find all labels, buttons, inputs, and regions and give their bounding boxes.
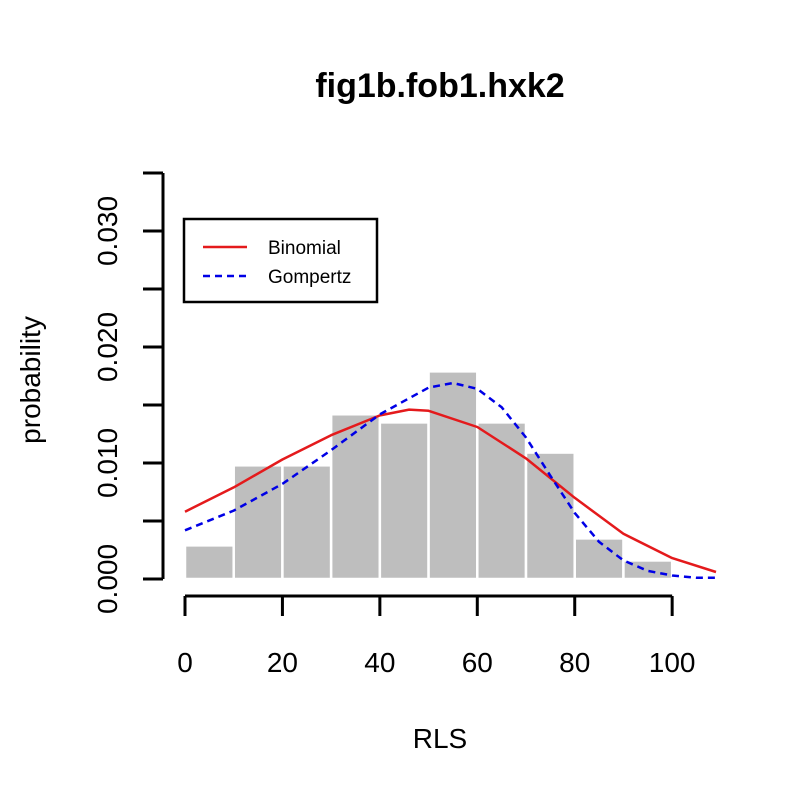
x-axis: 0 20 40 60 80 100 (177, 594, 696, 678)
histogram-bar (427, 370, 479, 581)
histogram-bar (329, 413, 382, 581)
x-tick-label: 40 (364, 647, 395, 678)
histogram-bar (476, 421, 528, 581)
chart-title: fig1b.fob1.hxk2 (315, 67, 564, 105)
y-tick-label: 0.010 (92, 428, 123, 498)
fit-curves (184, 381, 717, 580)
legend-label-binomial: Binomial (268, 238, 341, 259)
x-tick-label: 0 (177, 647, 193, 678)
y-tick-label: 0.030 (92, 196, 123, 266)
x-tick-label: 20 (267, 647, 298, 678)
legend: Binomial Gompertz (182, 217, 379, 304)
y-axis: 0.000 0.010 0.020 0.030 (92, 171, 165, 614)
legend-label-gompertz: Gompertz (268, 267, 351, 288)
histogram-bar (232, 464, 284, 581)
histogram-bar (573, 537, 625, 581)
x-tick-label: 60 (462, 647, 493, 678)
x-axis-label: RLS (413, 723, 467, 754)
x-tick-label: 80 (559, 647, 590, 678)
histogram-bars (183, 370, 674, 581)
histogram-bar (378, 421, 430, 581)
histogram-bar (524, 451, 576, 581)
curve-binomial (184, 408, 717, 574)
histogram-bar (622, 559, 674, 581)
y-tick-label: 0.020 (92, 312, 123, 382)
histogram-bar (281, 464, 333, 581)
histogram-bar (183, 544, 235, 581)
x-tick-label: 100 (649, 647, 696, 678)
y-tick-label: 0.000 (92, 544, 123, 614)
curve-gompertz (184, 381, 716, 580)
y-axis-label: probability (15, 316, 46, 444)
legend-box (182, 217, 379, 304)
